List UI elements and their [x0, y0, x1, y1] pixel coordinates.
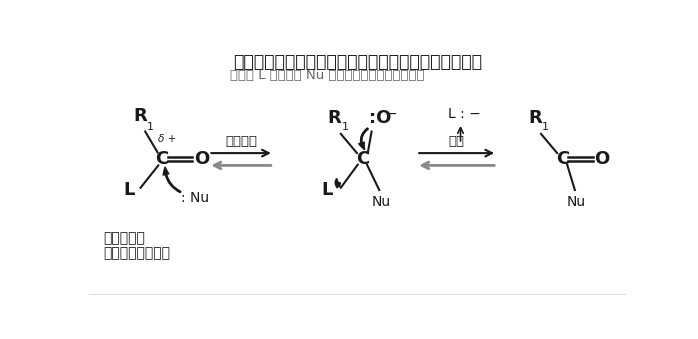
FancyArrowPatch shape: [163, 167, 181, 193]
Text: −: −: [385, 107, 397, 121]
Text: L: L: [322, 181, 333, 199]
Text: C: C: [156, 150, 169, 168]
Text: カルボン酸誘導体: カルボン酸誘導体: [103, 246, 170, 260]
Text: 1: 1: [341, 122, 348, 132]
Text: O: O: [594, 150, 609, 168]
Text: 1: 1: [147, 122, 154, 132]
Text: 1: 1: [542, 122, 549, 132]
Text: Nu: Nu: [567, 195, 586, 209]
Text: 脱離: 脱離: [449, 136, 465, 148]
Text: カルボン酸・カルボン酸誘導体の求核アシル置換反応: カルボン酸・カルボン酸誘導体の求核アシル置換反応: [233, 53, 482, 71]
Text: δ +: δ +: [158, 134, 177, 144]
Text: C: C: [556, 150, 569, 168]
Text: L: L: [123, 181, 135, 199]
Text: :O: :O: [369, 109, 391, 127]
FancyArrowPatch shape: [359, 128, 368, 149]
Text: C: C: [356, 150, 369, 168]
FancyArrowPatch shape: [335, 179, 341, 188]
Text: L : −: L : −: [448, 107, 481, 121]
Text: 脱離基 L と求核剤 Nu が置換したものが生成する: 脱離基 L と求核剤 Nu が置換したものが生成する: [230, 69, 425, 82]
Text: R: R: [328, 109, 341, 127]
Text: O: O: [194, 150, 209, 168]
Text: Nu: Nu: [371, 196, 390, 210]
Text: カルボン酸: カルボン酸: [103, 232, 144, 245]
Text: R: R: [528, 109, 542, 127]
Text: 求核付加: 求核付加: [225, 136, 257, 148]
Text: R: R: [134, 107, 147, 125]
Text: : Nu: : Nu: [181, 191, 209, 205]
